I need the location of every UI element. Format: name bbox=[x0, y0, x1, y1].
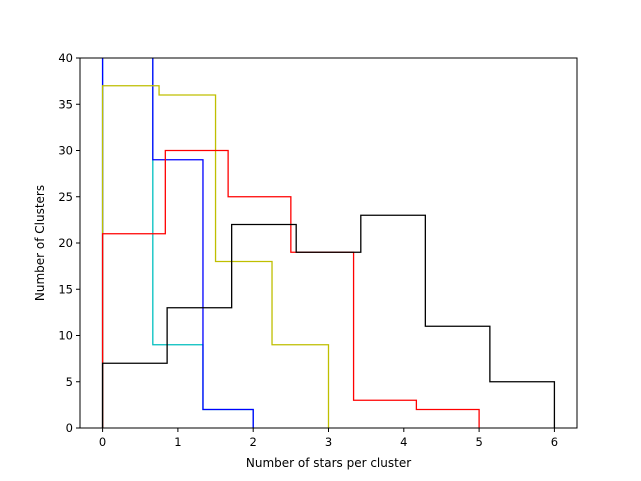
x-tick-label: 2 bbox=[250, 435, 257, 449]
step-series-4 bbox=[101, 149, 480, 428]
y-tick-label: 20 bbox=[58, 236, 73, 250]
y-axis: 0 5 10 15 20 25 30 35 40 bbox=[58, 51, 80, 435]
x-axis-label: Number of stars per cluster bbox=[246, 456, 411, 470]
x-tick-label: 0 bbox=[99, 435, 106, 449]
y-tick-label: 10 bbox=[58, 329, 73, 343]
x-tick-label: 4 bbox=[400, 435, 407, 449]
x-tick-label: 3 bbox=[325, 435, 332, 449]
y-tick-label: 25 bbox=[58, 190, 73, 204]
series-layer bbox=[101, 58, 556, 428]
y-tick-label: 35 bbox=[58, 97, 73, 111]
step-series-3 bbox=[101, 85, 330, 428]
y-tick-label: 30 bbox=[58, 144, 73, 158]
y-tick-label: 15 bbox=[58, 282, 73, 296]
y-tick-label: 0 bbox=[66, 421, 73, 435]
step-series-2 bbox=[101, 58, 254, 428]
y-tick-label: 5 bbox=[66, 375, 73, 389]
step-series-5 bbox=[101, 214, 556, 428]
x-tick-label: 5 bbox=[475, 435, 482, 449]
x-tick-label: 1 bbox=[174, 435, 181, 449]
x-tick-label: 6 bbox=[551, 435, 558, 449]
y-axis-label: Number of Clusters bbox=[33, 185, 47, 301]
y-tick-label: 40 bbox=[58, 51, 73, 65]
x-axis: 0 1 2 3 4 5 6 bbox=[99, 428, 558, 449]
